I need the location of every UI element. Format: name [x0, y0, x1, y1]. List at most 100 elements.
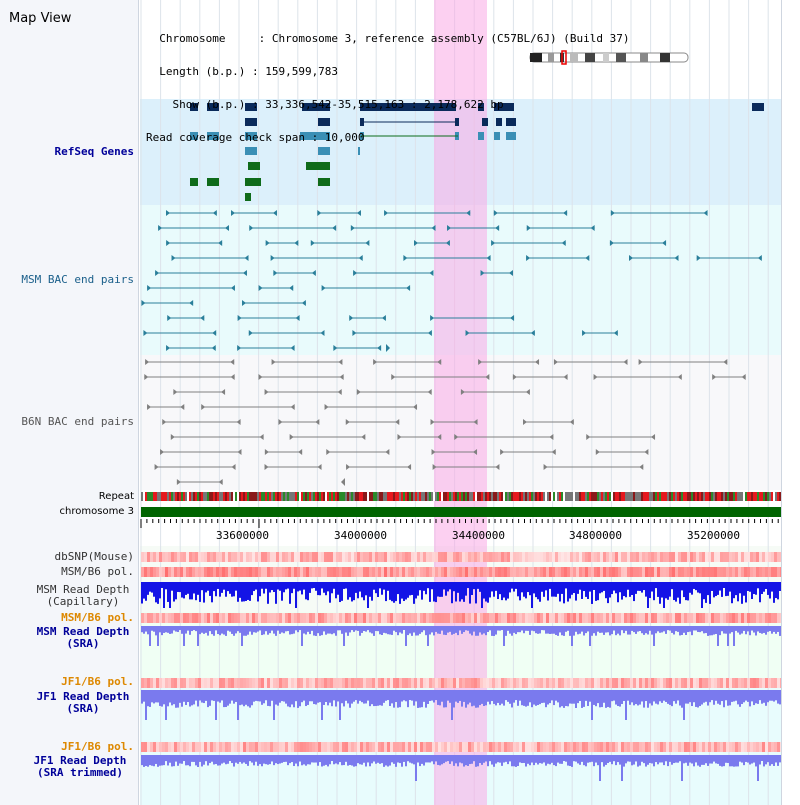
depth-bar — [179, 626, 181, 631]
heat-cell — [396, 552, 399, 562]
depth-bar — [455, 755, 457, 764]
label-msm-read-depth-sra[interactable]: MSM Read Depth (SRA) — [36, 625, 130, 650]
heat-cell — [777, 552, 780, 562]
depth-bar — [519, 755, 521, 763]
label-refseq-genes[interactable]: RefSeq Genes — [54, 145, 134, 158]
label-repeat[interactable]: Repeat — [98, 491, 134, 502]
label-jf1-pol-2[interactable]: JF1/B6 pol. — [61, 740, 134, 753]
heat-cell — [318, 567, 321, 577]
depth-bar — [537, 626, 539, 634]
depth-bar — [775, 626, 777, 634]
heat-cell — [549, 678, 552, 688]
depth-bar — [157, 582, 159, 604]
heat-cell — [711, 552, 714, 562]
label-b6n-bac[interactable]: B6N BAC end pairs — [21, 415, 134, 428]
depth-bar — [159, 582, 161, 599]
heat-cell — [480, 742, 483, 752]
depth-bar — [725, 582, 727, 597]
heat-cell — [402, 678, 405, 688]
heat-cell — [633, 613, 636, 623]
depth-bar — [313, 755, 315, 763]
depth-bar — [761, 755, 763, 762]
depth-bar — [245, 755, 247, 764]
gene-block — [245, 147, 257, 155]
depth-bar — [529, 582, 531, 596]
depth-bar — [543, 755, 545, 763]
repeat-mark — [469, 492, 471, 501]
heat-cell — [687, 552, 690, 562]
depth-bar — [167, 626, 169, 633]
heat-cell — [651, 567, 654, 577]
heat-cell — [603, 678, 606, 688]
depth-bar — [315, 626, 317, 636]
heat-cell — [405, 742, 408, 752]
heat-cell — [636, 742, 639, 752]
heat-cell — [267, 678, 270, 688]
label-msm-pol-orange[interactable]: MSM/B6 pol. — [61, 611, 134, 624]
repeat-mark — [419, 492, 421, 501]
depth-bar — [491, 755, 493, 765]
heat-cell — [177, 552, 180, 562]
heat-cell — [363, 613, 366, 623]
repeat-mark — [495, 492, 497, 501]
depth-bar — [711, 690, 713, 701]
repeat-mark — [529, 492, 531, 501]
heat-cell — [414, 567, 417, 577]
heat-cell — [381, 678, 384, 688]
heat-cell — [582, 567, 585, 577]
depth-bar — [777, 690, 779, 704]
bac-end — [218, 479, 223, 485]
heat-cell — [696, 567, 699, 577]
bac-end — [427, 389, 432, 395]
heat-cell — [192, 613, 195, 623]
depth-bar — [303, 582, 305, 590]
depth-bar — [407, 755, 409, 762]
heat-cell — [495, 552, 498, 562]
heat-cell — [309, 678, 312, 688]
label-jf1-read-depth-sra[interactable]: JF1 Read Depth (SRA) — [36, 690, 130, 715]
heat-cell — [438, 678, 441, 688]
heat-cell — [603, 613, 606, 623]
label-msm-bac[interactable]: MSM BAC end pairs — [21, 273, 134, 286]
depth-bar — [575, 582, 577, 601]
heat-cell — [468, 678, 471, 688]
repeat-mark — [173, 492, 175, 501]
heat-cell — [144, 567, 147, 577]
label-dbsnp[interactable]: dbSNP(Mouse) — [54, 550, 134, 563]
heat-cell — [321, 678, 324, 688]
repeat-mark — [399, 492, 401, 501]
depth-bar — [343, 626, 345, 646]
depth-bar — [589, 755, 591, 763]
heat-cell — [186, 613, 189, 623]
heat-cell — [483, 567, 486, 577]
heat-cell — [207, 613, 210, 623]
label-jf1-read-depth-trimmed[interactable]: JF1 Read Depth (SRA trimmed) — [33, 754, 127, 779]
heat-cell — [687, 678, 690, 688]
depth-bar — [195, 690, 197, 701]
depth-bar — [743, 755, 745, 766]
label-chromosome[interactable]: chromosome 3 — [59, 506, 134, 517]
label-msm-pol[interactable]: MSM/B6 pol. — [61, 565, 134, 578]
heat-cell — [309, 567, 312, 577]
depth-bar — [653, 582, 655, 601]
label-msm-read-depth-capillary[interactable]: MSM Read Depth (Capillary) — [36, 583, 130, 608]
depth-bar — [279, 626, 281, 634]
heat-cell — [570, 678, 573, 688]
depth-bar — [161, 582, 163, 589]
label-jf1-pol-1[interactable]: JF1/B6 pol. — [61, 675, 134, 688]
heat-cell — [324, 742, 327, 752]
repeat-mark — [531, 492, 533, 501]
heat-cell — [375, 613, 378, 623]
depth-bar — [217, 755, 219, 766]
gene-block — [245, 178, 261, 186]
depth-bar — [245, 690, 247, 705]
bac-end — [273, 270, 278, 276]
bac-end — [485, 374, 490, 380]
repeat-mark — [287, 492, 289, 501]
depth-bar — [617, 626, 619, 634]
depth-bar — [347, 626, 349, 636]
depth-bar — [677, 626, 679, 632]
gene-block — [302, 103, 330, 111]
depth-bar — [437, 582, 439, 597]
heat-cell — [144, 742, 147, 752]
